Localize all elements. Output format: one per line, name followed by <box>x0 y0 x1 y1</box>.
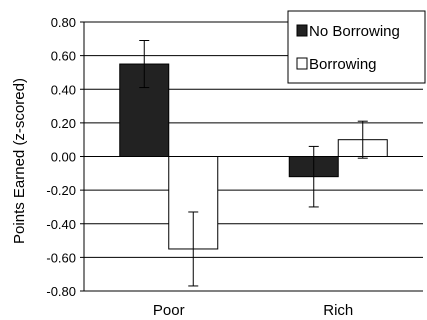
y-tick-label: 0.60 <box>51 49 76 64</box>
category-label: Rich <box>323 302 353 319</box>
legend-label: No Borrowing <box>309 23 400 40</box>
y-tick-label: -0.20 <box>46 183 76 198</box>
error-bars <box>139 39 368 287</box>
legend-label: Borrowing <box>309 56 377 73</box>
legend: No Borrowing Borrowing <box>287 10 426 84</box>
y-tick-label: 0.20 <box>51 116 76 131</box>
legend-box <box>287 10 426 84</box>
category-label: Poor <box>153 302 185 319</box>
y-tick-label: 0.00 <box>51 150 76 165</box>
legend-swatch <box>296 57 308 70</box>
y-tick-label: -0.80 <box>46 284 76 299</box>
y-tick-label: 0.40 <box>51 82 76 97</box>
axes <box>80 21 423 292</box>
y-tick-label: -0.40 <box>46 217 76 232</box>
y-axis-title: Points Earned (z-scored) <box>11 78 28 244</box>
y-tick-label: 0.80 <box>51 15 76 30</box>
y-tick-label: -0.60 <box>46 250 76 265</box>
legend-swatch <box>296 24 308 37</box>
y-tick-labels: 0.80 0.60 0.40 0.20 0.00 -0.20 -0.40 -0.60 -0.80 <box>46 15 76 299</box>
category-labels: Poor Rich <box>153 302 353 319</box>
